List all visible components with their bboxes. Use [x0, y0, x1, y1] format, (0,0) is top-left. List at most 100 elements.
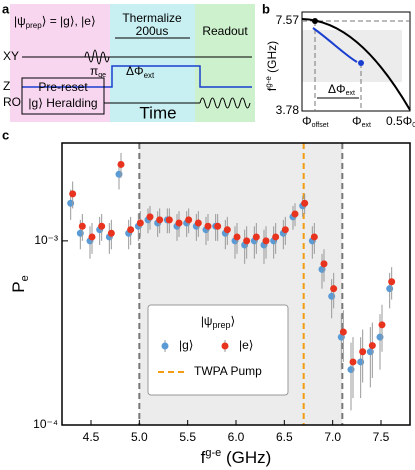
legend-title-part: |ψ	[201, 314, 213, 328]
point	[281, 226, 289, 234]
legend-title-part: ⟩	[231, 314, 236, 328]
t: offset	[312, 122, 329, 129]
point	[339, 328, 347, 336]
point	[127, 226, 135, 234]
point	[69, 190, 77, 198]
t: ext	[346, 90, 355, 97]
point	[98, 222, 106, 230]
legend-label: |g⟩	[179, 338, 193, 352]
tick: 3.78	[276, 103, 300, 117]
point	[223, 226, 231, 234]
pi-pulse	[84, 49, 110, 65]
y-axis-label: Pe	[9, 275, 30, 292]
t: e	[19, 275, 31, 281]
point	[88, 233, 96, 241]
readout-label: Readout	[202, 24, 248, 38]
channel: RO	[3, 95, 21, 109]
x-tick-label: 5.5	[179, 430, 196, 444]
t: Φ	[352, 114, 362, 128]
channel: XY	[3, 49, 19, 63]
point	[214, 222, 222, 230]
t: (GHz)	[265, 41, 279, 76]
t: g-e	[205, 447, 221, 459]
point	[156, 216, 164, 224]
prep-region	[10, 4, 110, 122]
t: ΔΦ	[126, 64, 144, 78]
point	[117, 160, 125, 168]
t: ext	[362, 122, 371, 129]
x-tick-label: 7.0	[324, 430, 341, 444]
time-label: Time	[139, 103, 176, 122]
x-axis-label: fg-e (GHz)	[201, 447, 272, 468]
tick: 0.5Φ0	[386, 114, 415, 129]
point	[185, 216, 193, 224]
frame	[61, 142, 411, 426]
ylabel: fg-e (GHz)	[264, 41, 279, 91]
panel-label: b	[262, 1, 270, 16]
legend-marker	[221, 342, 229, 350]
y-tick-label: 10⁻⁴	[33, 417, 58, 431]
point	[78, 222, 86, 230]
point	[252, 233, 260, 241]
arrow	[312, 27, 358, 63]
t: ⟩ = |g⟩, |e⟩	[42, 14, 96, 28]
point	[146, 213, 154, 221]
t: g-e	[264, 76, 273, 88]
t: (GHz)	[221, 448, 271, 467]
y-tick-label: 10⁻³	[34, 233, 58, 247]
point	[204, 222, 212, 230]
point	[194, 219, 202, 227]
point	[310, 233, 318, 241]
panel-label: c	[2, 127, 9, 142]
t: P	[9, 281, 28, 292]
t: ΔΦ	[328, 82, 346, 96]
thermalize-label: Thermalize	[122, 11, 182, 25]
t: ext	[144, 71, 155, 80]
panel-a: a |ψprep⟩ = |g⟩, |e⟩ Thermalize 200us Re…	[2, 1, 255, 122]
point	[262, 237, 270, 245]
plot: 4.5 5.0 5.5 6.0 6.5 7.0 7.5 10⁻⁴ 10⁻³ |ψprep⟩ |g⟩ |…	[33, 142, 411, 444]
t: 0.5Φ	[386, 114, 412, 128]
state-label: |ψprep⟩ = |g⟩, |e⟩	[14, 14, 96, 30]
delta-label: ΔΦext	[328, 82, 355, 97]
x-tick-label: 5.0	[131, 430, 148, 444]
legend-title-part: prep	[212, 320, 230, 330]
point	[107, 229, 115, 237]
legend-title: |ψprep⟩	[201, 314, 235, 330]
panel-label: a	[2, 1, 10, 16]
t: ge	[98, 72, 106, 79]
point	[272, 233, 280, 241]
point	[320, 260, 328, 268]
point	[358, 60, 364, 66]
legend-label: |e⟩	[239, 338, 253, 352]
t: |ψ	[14, 14, 26, 28]
legend-box	[147, 304, 289, 396]
frame	[301, 11, 411, 112]
x-tick-label: 4.5	[83, 430, 100, 444]
point	[243, 237, 251, 245]
preset: Pre-reset	[38, 80, 88, 94]
point	[301, 199, 309, 207]
t: Φ	[302, 114, 312, 128]
preset-box	[21, 77, 105, 115]
point	[378, 321, 386, 329]
point	[175, 219, 183, 227]
t: f	[265, 87, 279, 91]
panel-b: b ΔΦext 7.57 3.78 fg-e (GHz) Φoffset Φex…	[262, 1, 415, 128]
point	[330, 285, 338, 293]
legend-label: TWPA Pump	[194, 364, 262, 378]
heralding: |g⟩ Heralding	[28, 96, 97, 110]
t: π	[90, 64, 98, 78]
t: f	[201, 448, 206, 467]
legend-marker	[161, 342, 169, 350]
readout-pulse	[199, 97, 251, 109]
pulse-label: πge	[90, 64, 106, 79]
point	[388, 278, 396, 286]
point	[312, 18, 318, 24]
t: prep	[26, 21, 43, 30]
tick: Φoffset	[302, 114, 329, 129]
z-pulse	[22, 65, 252, 88]
t: 0	[412, 122, 415, 129]
channel: Z	[3, 79, 10, 93]
